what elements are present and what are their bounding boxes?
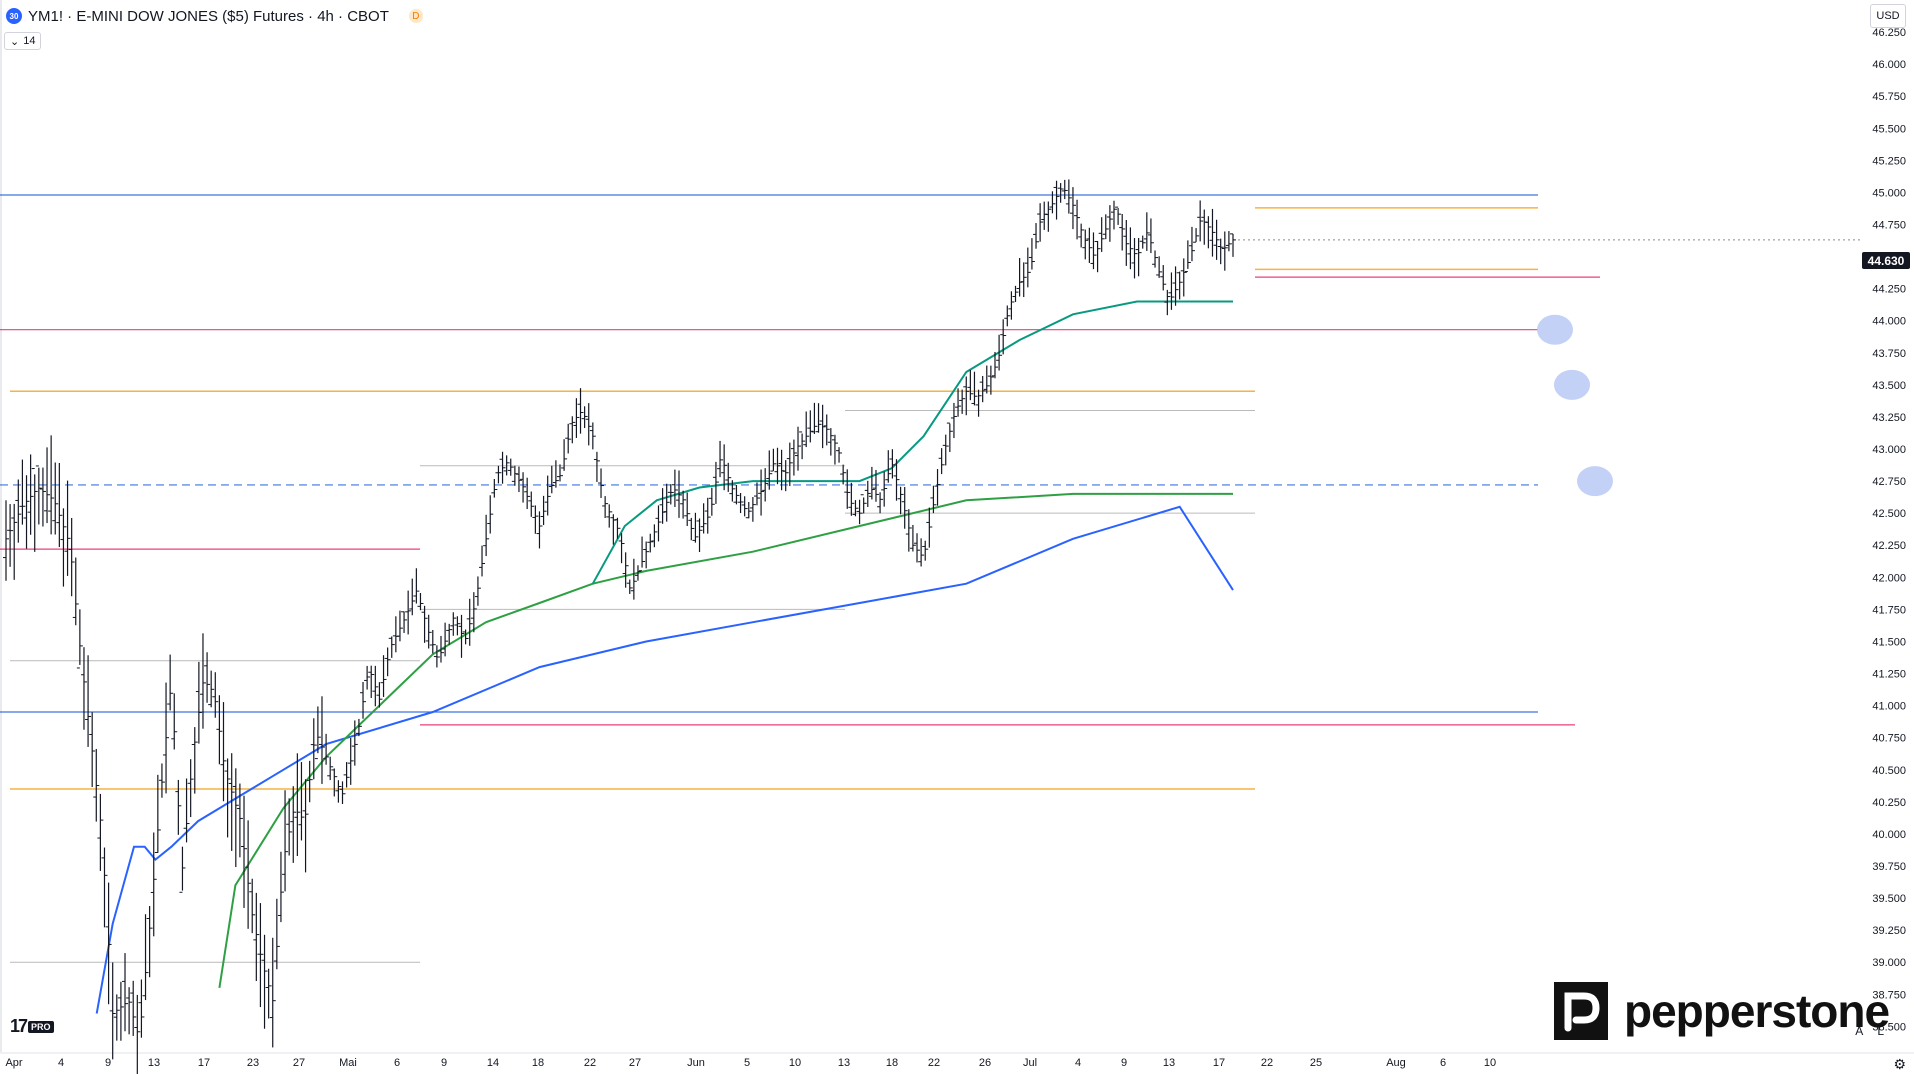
target-marker <box>1577 466 1613 497</box>
exchange-badge: 30 <box>6 8 22 24</box>
x-tick-label: 4 <box>58 1057 64 1069</box>
pepperstone-wordmark: pepperstone <box>1624 985 1890 1037</box>
y-tick-label: 41.000 <box>1872 701 1906 713</box>
x-tick-label: 14 <box>487 1057 499 1069</box>
x-tick-label: Jun <box>687 1057 705 1069</box>
y-tick-label: 41.500 <box>1872 636 1906 648</box>
chart-header: 30 YM1! · E-MINI DOW JONES ($5) Futures … <box>6 4 423 28</box>
indicator-count: 14 <box>23 35 36 47</box>
auto-scale-button[interactable]: A <box>1855 1024 1864 1038</box>
y-tick-label: 45.250 <box>1872 155 1906 167</box>
x-tick-label: 17 <box>1213 1057 1225 1069</box>
y-tick-label: 42.500 <box>1872 508 1906 520</box>
axis-mode-buttons: A L <box>1855 1024 1884 1038</box>
y-tick-label: 44.000 <box>1872 316 1906 328</box>
x-tick-label: 9 <box>1121 1057 1127 1069</box>
y-tick-label: 39.500 <box>1872 893 1906 905</box>
x-tick-label: 27 <box>629 1057 641 1069</box>
pepperstone-icon <box>1554 982 1608 1040</box>
gear-icon[interactable]: ⚙ <box>1893 1056 1906 1072</box>
x-tick-label: 5 <box>744 1057 750 1069</box>
x-tick-label: 18 <box>532 1057 544 1069</box>
log-scale-button[interactable]: L <box>1877 1024 1884 1038</box>
y-tick-label: 44.250 <box>1872 284 1906 296</box>
y-tick-label: 41.250 <box>1872 669 1906 681</box>
y-tick-label: 38.500 <box>1872 1021 1906 1033</box>
x-tick-label: 27 <box>293 1057 305 1069</box>
target-marker <box>1537 314 1573 345</box>
moving-average-line <box>95 505 1234 1014</box>
y-tick-label: 45.500 <box>1872 123 1906 135</box>
y-tick-label: 46.250 <box>1872 27 1906 39</box>
x-tick-label: 17 <box>198 1057 210 1069</box>
x-tick-label: Jul <box>1023 1057 1037 1069</box>
y-tick-label: 42.000 <box>1872 572 1906 584</box>
target-marker <box>1554 369 1590 400</box>
x-tick-label: 23 <box>247 1057 259 1069</box>
currency-selector[interactable]: USD <box>1870 4 1906 28</box>
x-tick-label: 13 <box>1163 1057 1175 1069</box>
x-tick-label: Aug <box>1386 1057 1406 1069</box>
symbol-title[interactable]: YM1! · E-MINI DOW JONES ($5) Futures · 4… <box>28 7 389 25</box>
tradingview-mark: 17 <box>10 1016 28 1036</box>
x-tick-label: 10 <box>1484 1057 1496 1069</box>
x-tick-label: 22 <box>928 1057 940 1069</box>
delayed-data-badge[interactable]: D <box>408 9 423 23</box>
moving-average-line <box>218 492 1233 989</box>
y-tick-label: 39.750 <box>1872 861 1906 873</box>
y-tick-label: 40.750 <box>1872 733 1906 745</box>
x-tick-label: 18 <box>886 1057 898 1069</box>
y-tick-label: 46.000 <box>1872 59 1906 71</box>
chevron-down-icon: ⌄ <box>10 35 20 48</box>
tradingview-logo[interactable]: 17 PRO <box>10 1016 54 1037</box>
x-tick-label: 6 <box>394 1057 400 1069</box>
y-tick-label: 40.250 <box>1872 797 1906 809</box>
x-tick-label: 26 <box>979 1057 991 1069</box>
y-tick-label: 45.000 <box>1872 187 1906 199</box>
y-tick-label: 39.250 <box>1872 925 1906 937</box>
y-tick-label: 39.000 <box>1872 957 1906 969</box>
y-tick-label: 45.750 <box>1872 91 1906 103</box>
x-tick-label: 25 <box>1310 1057 1322 1069</box>
x-tick-label: 9 <box>441 1057 447 1069</box>
x-tick-label: 10 <box>789 1057 801 1069</box>
x-tick-label: 13 <box>838 1057 850 1069</box>
y-tick-label: 42.750 <box>1872 476 1906 488</box>
y-tick-label: 44.750 <box>1872 220 1906 232</box>
x-tick-label: 6 <box>1440 1057 1446 1069</box>
y-tick-label: 43.750 <box>1872 348 1906 360</box>
x-tick-label: Apr <box>5 1057 22 1069</box>
y-tick-label: 40.000 <box>1872 829 1906 841</box>
y-tick-label: 40.500 <box>1872 765 1906 777</box>
x-tick-label: 22 <box>584 1057 596 1069</box>
x-tick-label: 22 <box>1261 1057 1273 1069</box>
pro-badge: PRO <box>28 1020 54 1033</box>
x-tick-label: 9 <box>105 1057 111 1069</box>
x-tick-label: 4 <box>1075 1057 1081 1069</box>
last-price-tag: 44.630 <box>1862 252 1910 269</box>
x-tick-label: 13 <box>148 1057 160 1069</box>
y-tick-label: 42.250 <box>1872 540 1906 552</box>
pepperstone-logo: pepperstone <box>1548 978 1890 1044</box>
y-tick-label: 41.750 <box>1872 604 1906 616</box>
x-tick-label: Mai <box>339 1057 357 1069</box>
y-tick-label: 43.000 <box>1872 444 1906 456</box>
y-tick-label: 38.750 <box>1872 989 1906 1001</box>
y-tick-label: 43.500 <box>1872 380 1906 392</box>
indicator-collapse-button[interactable]: ⌄ 14 <box>4 32 42 50</box>
y-tick-label: 43.250 <box>1872 412 1906 424</box>
